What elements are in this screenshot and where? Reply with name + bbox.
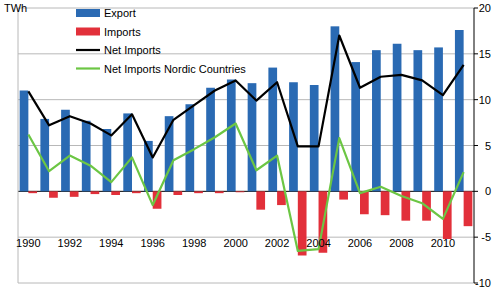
bar <box>413 50 422 191</box>
y-tick-label: 5 <box>485 140 491 152</box>
bar <box>185 104 194 191</box>
x-tick-label: 2006 <box>348 237 372 249</box>
bar <box>49 191 58 197</box>
y-axis-label: TWh <box>4 2 27 14</box>
tick-mark <box>474 145 478 146</box>
bar <box>381 191 390 215</box>
legend-label: Export <box>104 7 136 19</box>
y-tick-label: -10 <box>475 277 491 289</box>
chart: -10 -5 0 5 10 15 20 TWh 1990 1992 1994 1996 1998 2000… <box>0 0 493 304</box>
y-tick-label: 15 <box>479 48 491 60</box>
grid-line <box>18 283 474 284</box>
legend-swatch <box>76 9 100 17</box>
bar <box>434 47 443 191</box>
bar <box>339 191 348 199</box>
tick-mark <box>474 8 478 9</box>
bar <box>61 110 70 192</box>
tick-mark <box>474 99 478 100</box>
bar <box>256 191 265 209</box>
bar <box>194 191 203 193</box>
x-tick-label: 2002 <box>265 237 289 249</box>
y-tick-label: 10 <box>479 94 491 106</box>
bar <box>227 80 236 192</box>
bar <box>20 91 29 192</box>
x-tick-label: 2010 <box>431 237 455 249</box>
bar <box>236 191 245 193</box>
legend-swatch <box>76 28 100 36</box>
legend-swatch <box>76 49 100 51</box>
legend-swatch <box>76 67 100 69</box>
y-tick-label: -5 <box>481 231 491 243</box>
bar <box>464 191 473 226</box>
bar <box>393 44 402 192</box>
grid-line <box>18 8 474 9</box>
x-tick-label: 1990 <box>16 237 40 249</box>
x-tick-label: 1998 <box>182 237 206 249</box>
bar <box>215 191 224 193</box>
line <box>28 36 463 158</box>
tick-mark <box>474 191 478 192</box>
bar <box>455 30 464 191</box>
bar <box>173 191 182 195</box>
bar <box>123 113 132 191</box>
bar <box>111 191 120 195</box>
bar <box>40 119 49 191</box>
plot-area <box>20 26 473 255</box>
y-axis <box>474 8 475 283</box>
x-tick-label: 1992 <box>58 237 82 249</box>
bar <box>372 50 381 191</box>
x-tick-label: 1994 <box>99 237 123 249</box>
grid-line <box>18 99 474 100</box>
bar <box>298 191 307 255</box>
legend-label: Net Imports Nordic Countries <box>104 63 246 75</box>
y-tick-label: 0 <box>485 185 491 197</box>
y-tick-label: 20 <box>479 2 491 14</box>
grid-line <box>18 53 474 54</box>
bar <box>70 191 79 197</box>
x-tick-label: 2008 <box>389 237 413 249</box>
legend-label: Net Imports <box>104 44 161 56</box>
legend-label: Imports <box>104 26 141 38</box>
x-tick-label: 2004 <box>306 237 330 249</box>
bar <box>91 191 100 194</box>
line <box>28 124 463 251</box>
tick-mark <box>474 237 478 238</box>
bar <box>360 191 369 214</box>
bar <box>289 82 298 191</box>
bar <box>82 121 91 192</box>
tick-mark <box>474 53 478 54</box>
bar <box>28 191 37 193</box>
bar <box>310 85 319 191</box>
bar <box>132 191 141 193</box>
x-tick-label: 1996 <box>140 237 164 249</box>
x-tick-label: 2000 <box>223 237 247 249</box>
